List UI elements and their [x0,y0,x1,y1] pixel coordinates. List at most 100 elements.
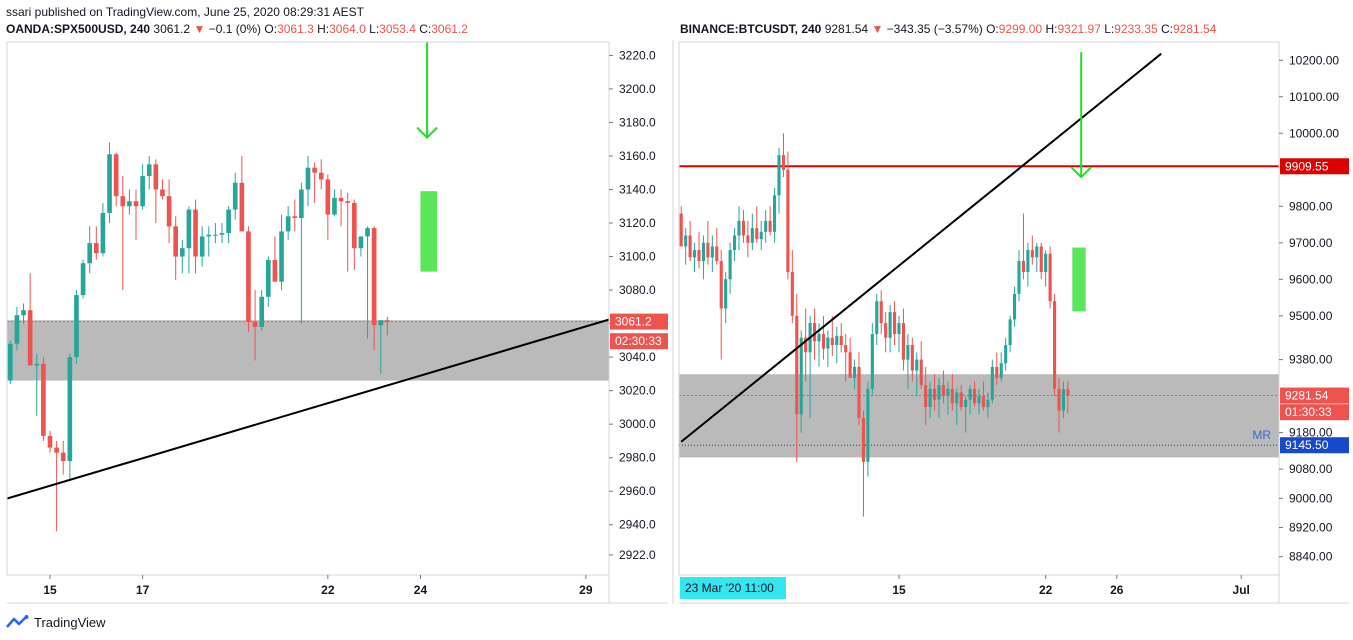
right-countdown-tag-bg [1280,404,1349,421]
left-candle-body [93,243,99,254]
right-ytick-label: 10100.00 [1289,90,1339,104]
right-candle [777,147,781,214]
right-frame [678,41,1280,576]
left-candle [358,236,364,257]
right-candle [866,381,870,477]
left-candle [160,179,165,200]
right-candle [1030,235,1034,265]
right-candle-body [844,345,848,353]
left-last-price-tag-bg [610,313,668,330]
right-chart: MR 10200.00 10100.00 10000.00 9800.00 9700.00… [678,41,1349,604]
right-candle-body [1039,246,1043,272]
right-candle-body [777,155,781,196]
left-candle [272,236,278,282]
right-candle-body [693,250,697,258]
left-candle-body [80,263,86,296]
right-open: 9299.00 [998,22,1043,36]
left-candle [140,164,145,210]
left-trendline [7,318,609,500]
left-countdown-tag: 02:30:33 [615,334,662,348]
right-candle-body [990,366,994,400]
right-candle-body [910,345,914,371]
left-candle [365,226,370,339]
left-ytick-label: 3000.0 [619,417,656,431]
left-candle [312,162,317,203]
right-candle-body [955,392,959,404]
right-candle-body [981,396,985,408]
right-candle [1048,246,1052,309]
right-candle [924,366,928,426]
left-candle [246,226,251,332]
right-candle [790,250,794,324]
left-candle-body [338,197,344,202]
right-candle [697,231,701,269]
right-candle [1039,242,1043,280]
left-candle [265,256,271,307]
left-candle [259,290,265,331]
right-candle [888,304,892,353]
left-candle [213,223,218,244]
left-support-zone [7,320,609,381]
right-symbol[interactable]: BINANCE:BTCUSDT, 240 [680,22,822,36]
left-candle-body [272,259,278,282]
left-candle-body [140,176,145,207]
right-candle-body [1004,345,1008,364]
left-candle-body [239,182,245,232]
left-candle-body [259,296,265,327]
right-ytick-label: 9180.00 [1289,426,1333,440]
left-ytick-label: 3160.0 [619,149,656,163]
left-frame [6,41,610,576]
right-candle-body [746,235,750,243]
left-candle [299,182,304,324]
footer: TradingView [6,612,106,632]
right-candle [799,330,803,433]
left-candle [127,189,132,215]
right-candle-body [804,337,808,353]
right-candle-body [728,250,732,280]
left-candle-body [34,363,40,366]
right-candle [804,308,808,382]
right-candle [901,308,905,371]
right-candle-body [959,392,963,408]
right-candle-body [1035,246,1039,258]
right-mr-tag-bg [1280,437,1349,454]
left-candle [107,142,112,224]
left-symbol[interactable]: OANDA:SPX500USD, 240 [6,22,151,36]
left-candle-body [47,435,53,448]
footer-brand[interactable]: TradingView [34,614,106,630]
right-candle-body [684,235,688,247]
right-last-price-tag-bg [1280,387,1349,404]
right-candle-body [893,312,897,335]
right-candle-body [915,359,919,371]
right-candle [964,396,968,433]
right-candle [937,377,941,419]
right-resistance-tag-bg [1280,158,1349,175]
left-ytick-label: 2922.0 [619,548,656,562]
left-close: 3061.2 [431,22,468,36]
right-candle-body [919,359,923,386]
right-candle-body [1013,293,1017,320]
right-candle [755,206,759,243]
left-candle [41,357,46,441]
right-ytick-label: 9600.00 [1289,272,1333,286]
right-candle [724,271,728,324]
right-candle [701,235,705,280]
left-high: 3064.0 [329,22,366,36]
left-low: 3053.4 [379,22,416,36]
left-candle-body [127,201,132,207]
right-candle-body [697,250,701,262]
right-candle [875,293,879,346]
right-candle-body [826,337,830,349]
right-candle-body [1030,250,1034,258]
right-candle-body [884,323,888,338]
left-candle-body [345,201,351,203]
right-candle-body [821,334,825,349]
right-candle-body [839,335,843,346]
left-candle [338,189,344,227]
left-candle-body [166,196,172,227]
left-candle-body [173,226,179,257]
right-candle-body [764,220,768,232]
right-ytick-label: 10200.00 [1289,53,1339,67]
left-candle [351,199,357,270]
